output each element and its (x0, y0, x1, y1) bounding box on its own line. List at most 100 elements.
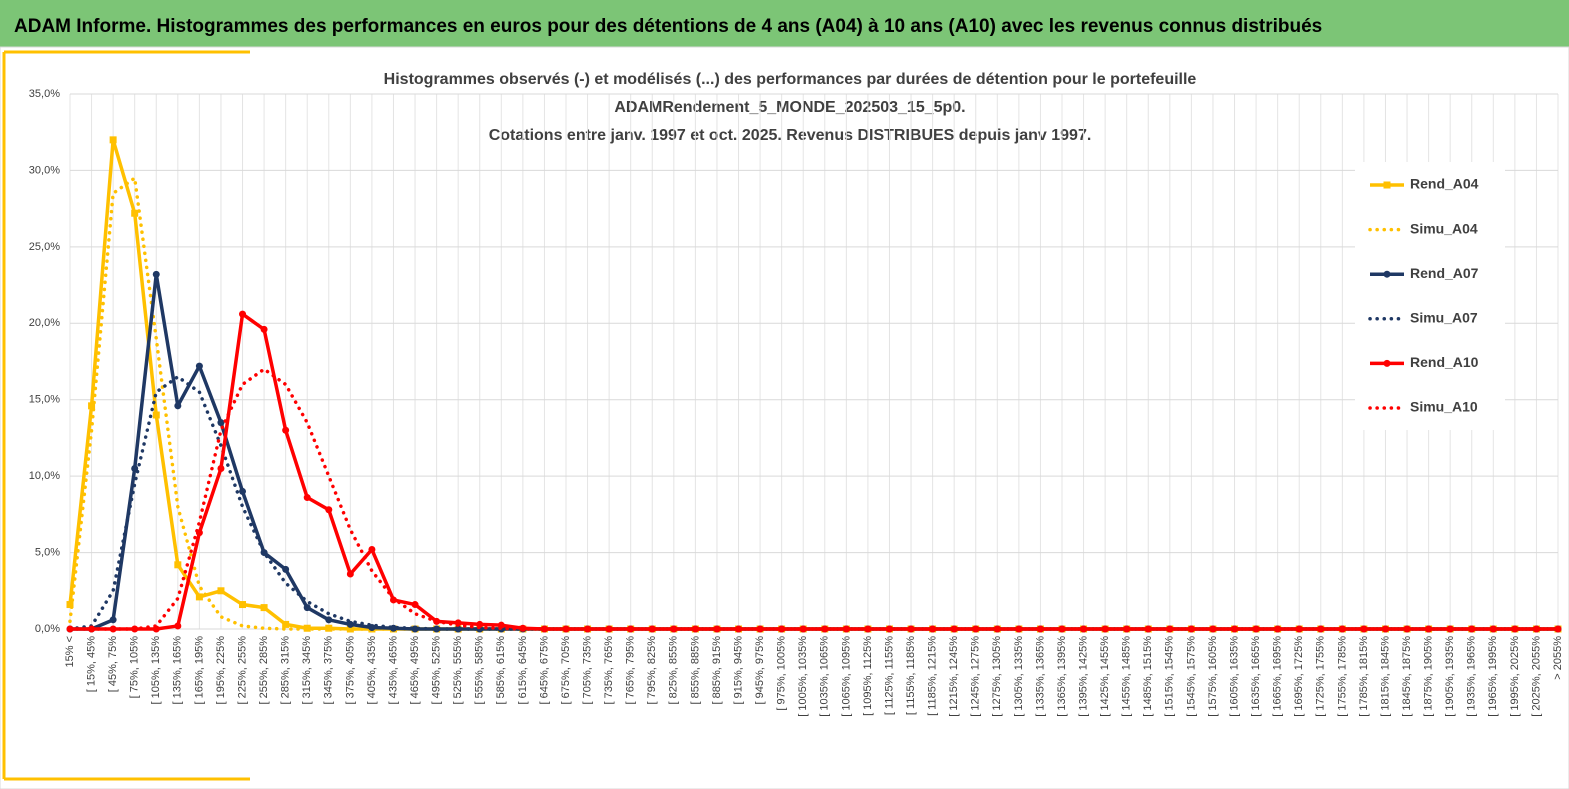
x-tick-label: [ 1365%, 1395% (1056, 636, 1068, 717)
marker (433, 625, 441, 633)
marker (325, 506, 333, 514)
x-tick-label: [ 1245%, 1275% (970, 636, 982, 717)
x-tick-label: [ 1155%, 1185% (905, 636, 917, 715)
x-tick-label: [ 1455%, 1485% (1121, 636, 1133, 717)
marker (239, 487, 247, 495)
marker (562, 625, 570, 633)
x-tick-label: [ 1605%, 1635% (1228, 636, 1240, 717)
x-tick-label: [ 1425%, 1455% (1099, 636, 1111, 717)
x-tick-label: [ 1125%, 1155% (883, 636, 895, 715)
legend-label: Rend_A10 (1410, 354, 1479, 370)
x-tick-label: [ 2025%, 2055% (1530, 636, 1542, 717)
y-tick-label: 15,0% (29, 394, 60, 406)
x-tick-label: [ 495%, 525% (431, 636, 443, 705)
plot (66, 136, 1562, 633)
x-tick-label: [ 855%, 885% (689, 636, 701, 705)
x-tick-label: [ 795%, 825% (646, 636, 658, 705)
marker (303, 624, 311, 632)
x-tick-label: [ 1785%, 1815% (1358, 636, 1370, 717)
x-tick-label: [ 525%, 555% (452, 636, 464, 705)
x-tick-label: [ 105%, 135% (150, 636, 162, 705)
x-tick-label: [ 1035%, 1065% (819, 636, 831, 717)
marker (713, 625, 721, 633)
x-tick-label: [ 45%, 75% (107, 636, 119, 692)
marker (174, 622, 182, 630)
x-tick-label: [ 1995%, 2025% (1509, 636, 1521, 717)
legend-label: Simu_A07 (1410, 310, 1478, 326)
marker (1252, 625, 1260, 633)
x-tick-label: [ 75%, 105% (129, 636, 141, 699)
x-tick-label: [ 735%, 765% (603, 636, 615, 705)
marker (131, 465, 139, 472)
legend-marker (1383, 359, 1391, 367)
marker (174, 402, 182, 410)
marker (282, 426, 290, 434)
x-tick-label: [ 1875%, 1905% (1423, 636, 1435, 717)
marker (648, 625, 656, 633)
x-tick-label: [ 285%, 315% (280, 636, 292, 705)
marker (691, 625, 699, 633)
marker (821, 625, 829, 633)
marker (1403, 625, 1411, 633)
x-tick-label: [ 1815%, 1845% (1379, 636, 1391, 717)
x-tick-label: [ 915%, 945% (732, 636, 744, 705)
marker (109, 136, 117, 144)
legend-label: Simu_A04 (1410, 220, 1478, 236)
marker (195, 362, 203, 370)
marker (627, 625, 635, 633)
marker (325, 624, 333, 632)
x-tick-label: [ 825%, 855% (668, 636, 680, 705)
grid: 0,0% 5,0% 10,0% 15,0% 20,0% 25,0% 30,0% 35,0% 15… (29, 88, 1564, 717)
marker (584, 625, 592, 633)
marker (454, 625, 462, 633)
y-tick-label: 10,0% (29, 470, 60, 482)
marker (1144, 625, 1152, 633)
x-tick-label: [ 1845%, 1875% (1401, 636, 1413, 717)
x-tick-label: 15% < (64, 636, 76, 668)
marker (239, 310, 247, 318)
x-tick-label: [ 165%, 195% (193, 636, 205, 705)
x-tick-label: [ 195%, 225% (215, 636, 227, 705)
marker (1295, 625, 1303, 633)
x-tick-label: [ 435%, 465% (387, 636, 399, 705)
x-tick-label: [ 1095%, 1125% (862, 636, 874, 716)
marker (346, 570, 354, 578)
x-tick-label: [ 1515%, 1545% (1164, 636, 1176, 717)
marker (1360, 625, 1368, 633)
marker (605, 625, 613, 633)
marker (670, 625, 678, 633)
x-tick-label: > 2055% (1552, 636, 1564, 680)
marker (1381, 625, 1389, 633)
marker (1209, 625, 1217, 633)
x-tick-label: [ 1695%, 1725% (1293, 636, 1305, 717)
marker (1231, 625, 1239, 633)
marker (1317, 625, 1325, 633)
marker (1123, 625, 1131, 633)
x-tick-label: [ 375%, 405% (344, 636, 356, 705)
y-tick-label: 35,0% (29, 88, 60, 100)
marker (88, 402, 96, 410)
x-tick-label: [ 765%, 795% (625, 636, 637, 705)
chart-frame (0, 46, 1569, 789)
series-line (68, 176, 1560, 631)
marker (217, 465, 225, 472)
marker (195, 593, 203, 601)
header-bar (0, 0, 1569, 47)
marker (109, 616, 117, 624)
marker (282, 565, 290, 573)
x-tick-label: [ 1965%, 1995% (1487, 636, 1499, 717)
x-tick-label: [ 405%, 435% (366, 636, 378, 705)
marker (1274, 625, 1282, 633)
legend-marker (1383, 270, 1391, 278)
marker (411, 625, 419, 633)
marker (1338, 625, 1346, 633)
marker (152, 411, 160, 419)
marker (174, 561, 182, 569)
legend-label: Simu_A10 (1410, 399, 1478, 415)
x-tick-label: [ 1665%, 1695% (1272, 636, 1284, 717)
marker (1166, 625, 1174, 633)
y-tick-label: 25,0% (29, 241, 60, 253)
x-tick-label: [ 585%, 615% (495, 636, 507, 705)
marker (1187, 625, 1195, 633)
